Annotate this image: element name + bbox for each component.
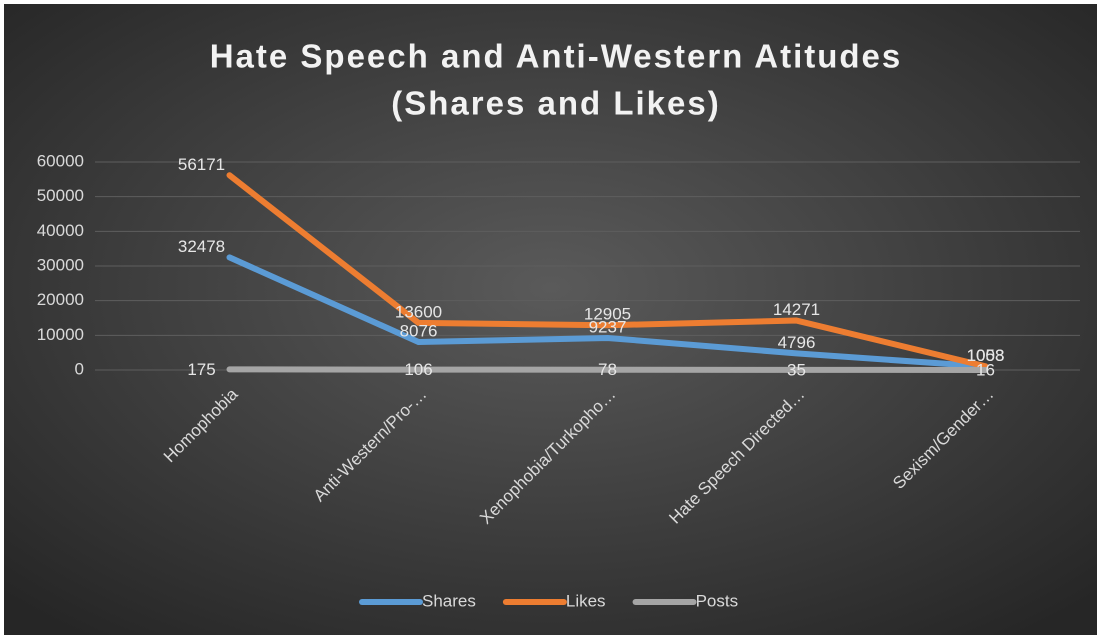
data-label: 14271 bbox=[773, 300, 820, 319]
y-tick-label: 0 bbox=[75, 359, 84, 378]
y-tick-label: 40000 bbox=[37, 221, 84, 240]
chart-title: (Shares and Likes) bbox=[391, 85, 720, 122]
data-label: 9237 bbox=[589, 317, 627, 336]
data-label: 32478 bbox=[178, 237, 225, 256]
y-tick-label: 20000 bbox=[37, 290, 84, 309]
data-label: 56171 bbox=[178, 155, 225, 174]
chart-title: Hate Speech and Anti-Western Atitudes bbox=[210, 38, 903, 75]
data-label: 1003 bbox=[967, 346, 1005, 365]
legend-label: Likes bbox=[566, 591, 606, 610]
data-label: 78 bbox=[598, 360, 617, 379]
data-label: 13600 bbox=[395, 302, 442, 321]
line-series bbox=[226, 366, 989, 373]
data-label: 12905 bbox=[584, 305, 631, 324]
y-tick-label: 50000 bbox=[37, 186, 84, 205]
y-tick-label: 10000 bbox=[37, 325, 84, 344]
data-label: 4796 bbox=[778, 333, 816, 352]
line-series bbox=[226, 254, 989, 370]
y-tick-label: 30000 bbox=[37, 255, 84, 274]
chart-background bbox=[4, 4, 1097, 635]
data-label: 175 bbox=[187, 360, 215, 379]
data-label: 16 bbox=[976, 360, 995, 379]
legend-label: Posts bbox=[696, 591, 739, 610]
data-label: 1058 bbox=[967, 346, 1005, 365]
legend-label: Shares bbox=[422, 591, 476, 610]
data-label: 106 bbox=[404, 360, 432, 379]
data-label: 35 bbox=[787, 360, 806, 379]
line-series bbox=[226, 172, 989, 370]
data-label: 8076 bbox=[400, 321, 438, 340]
y-tick-label: 60000 bbox=[37, 151, 84, 170]
